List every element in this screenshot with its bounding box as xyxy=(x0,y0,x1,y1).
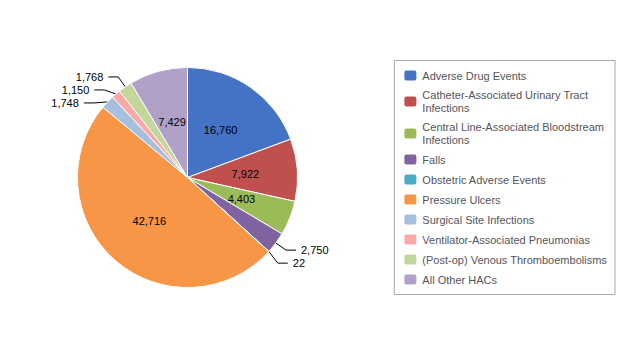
svg-text:22: 22 xyxy=(293,257,305,269)
svg-text:Infections: Infections xyxy=(422,134,470,146)
svg-text:Pressure Ulcers: Pressure Ulcers xyxy=(422,194,501,206)
svg-text:1,748: 1,748 xyxy=(51,97,79,109)
svg-text:Catheter-Associated Urinary Tr: Catheter-Associated Urinary Tract xyxy=(422,89,588,101)
svg-text:42,716: 42,716 xyxy=(133,215,167,227)
svg-text:Infections: Infections xyxy=(422,102,470,114)
svg-text:Ventilator-Associated Pneumoni: Ventilator-Associated Pneumonias xyxy=(422,234,590,246)
svg-text:Obstetric Adverse Events: Obstetric Adverse Events xyxy=(422,174,546,186)
svg-text:7,922: 7,922 xyxy=(232,168,260,180)
svg-text:16,760: 16,760 xyxy=(204,124,238,136)
svg-text:4,403: 4,403 xyxy=(228,193,256,205)
svg-text:Surgical Site Infections: Surgical Site Infections xyxy=(422,214,534,226)
svg-text:Adverse Drug Events: Adverse Drug Events xyxy=(422,70,526,82)
svg-text:7,429: 7,429 xyxy=(158,116,186,128)
svg-text:(Post-op) Venous Thromboemboli: (Post-op) Venous Thromboembolisms xyxy=(422,254,607,266)
svg-text:Falls: Falls xyxy=(422,154,446,166)
svg-text:1,768: 1,768 xyxy=(76,71,104,83)
svg-text:Central Line-Associated Bloods: Central Line-Associated Bloodstream xyxy=(422,121,604,133)
svg-text:1,150: 1,150 xyxy=(62,84,90,96)
svg-text:2,750: 2,750 xyxy=(301,244,329,256)
svg-text:All Other HACs: All Other HACs xyxy=(422,274,497,286)
